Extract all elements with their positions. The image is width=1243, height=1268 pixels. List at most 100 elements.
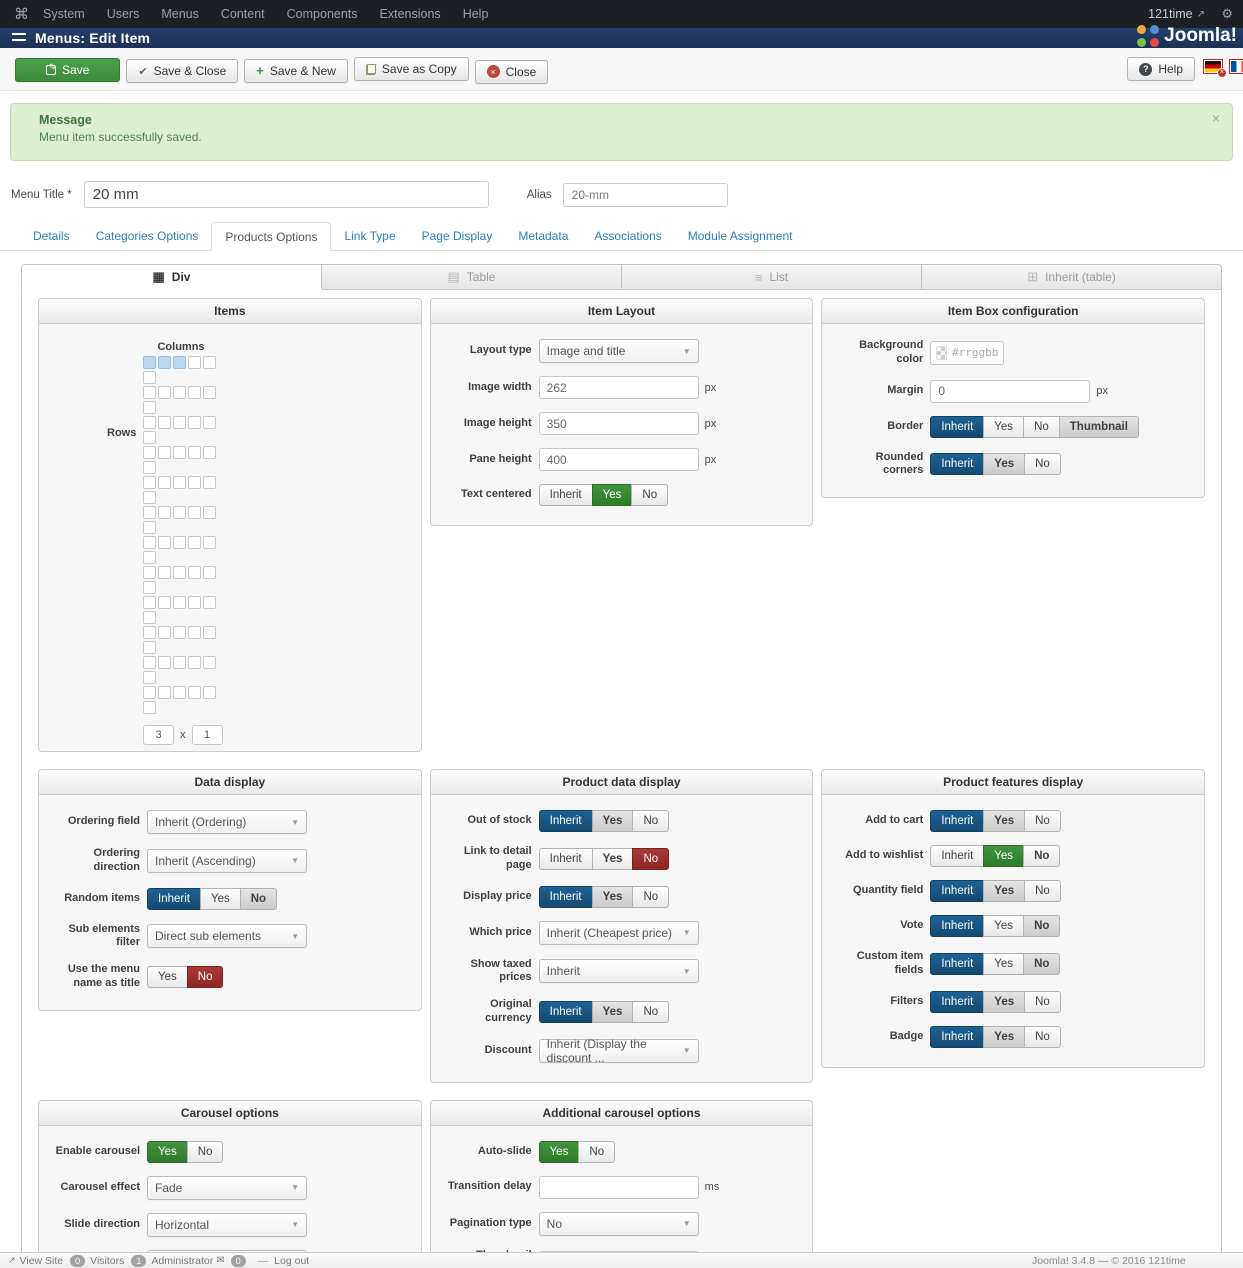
grid-cell[interactable] — [158, 686, 171, 699]
display-price-no-button[interactable]: No — [632, 885, 670, 908]
subtab-list[interactable]: ≡ List — [622, 264, 922, 290]
columns-count-input[interactable] — [143, 725, 174, 745]
grid-cell[interactable] — [158, 536, 171, 549]
random-items-inherit-button[interactable]: Inherit — [147, 887, 201, 910]
grid-cell[interactable] — [143, 356, 156, 369]
grid-cell[interactable] — [188, 656, 201, 669]
color-input-background-color[interactable]: #rrggbb — [930, 340, 1005, 365]
quantity-field-yes-button[interactable]: Yes — [983, 880, 1026, 902]
german-flag[interactable]: × — [1203, 59, 1227, 78]
nav-item-help[interactable]: Help — [462, 7, 489, 21]
grid-cell[interactable] — [143, 581, 156, 594]
alias-input[interactable] — [562, 182, 728, 207]
nav-item-users[interactable]: Users — [106, 7, 140, 21]
badge-no-button[interactable]: No — [1024, 1025, 1061, 1048]
custom-item-fields-yes-button[interactable]: Yes — [983, 952, 1025, 975]
grid-cell[interactable] — [173, 506, 186, 519]
filters-no-button[interactable]: No — [1024, 990, 1061, 1013]
gear-icon[interactable]: ⚙ — [1221, 6, 1233, 21]
grid-cell[interactable] — [143, 521, 156, 534]
grid-cell[interactable] — [203, 566, 216, 579]
grid-cell[interactable] — [203, 446, 216, 459]
nav-item-menus[interactable]: Menus — [161, 7, 199, 21]
grid-cell[interactable] — [188, 626, 201, 639]
grid-cell[interactable] — [188, 356, 201, 369]
original-currency-no-button[interactable]: No — [632, 1000, 670, 1023]
save-as-copy-button[interactable]: Save as Copy — [353, 57, 469, 81]
grid-cell[interactable] — [188, 686, 201, 699]
tab-page-display[interactable]: Page Display — [421, 229, 493, 243]
grid-cell[interactable] — [173, 626, 186, 639]
vote-no-button[interactable]: No — [1023, 915, 1061, 937]
nav-item-content[interactable]: Content — [220, 7, 265, 21]
save-button[interactable]: Save — [15, 57, 121, 82]
select-slide-direction[interactable]: Horizontal ▼ — [147, 1212, 307, 1237]
rounded-corners-no-button[interactable]: No — [1024, 453, 1061, 476]
grid-cell[interactable] — [158, 476, 171, 489]
rounded-corners-yes-button[interactable]: Yes — [983, 453, 1026, 476]
select-show-taxed-prices[interactable]: Inherit ▼ — [538, 959, 699, 984]
add-to-wishlist-yes-button[interactable]: Yes — [983, 845, 1025, 867]
add-to-wishlist-no-button[interactable]: No — [1023, 845, 1061, 867]
enable-carousel-yes-button[interactable]: Yes — [147, 1140, 188, 1163]
grid-cell[interactable] — [173, 566, 186, 579]
quantity-field-no-button[interactable]: No — [1024, 880, 1061, 902]
grid-cell[interactable] — [203, 596, 216, 609]
grid-cell[interactable] — [173, 446, 186, 459]
border-inherit-button[interactable]: Inherit — [930, 415, 985, 438]
filters-yes-button[interactable]: Yes — [983, 990, 1026, 1013]
grid-cell[interactable] — [158, 446, 171, 459]
nav-item-components[interactable]: Components — [286, 7, 358, 21]
grid-cell[interactable] — [173, 656, 186, 669]
tab-products-options[interactable]: Products Options — [211, 222, 332, 251]
grid-cell[interactable] — [188, 386, 201, 399]
grid-cell[interactable] — [143, 701, 156, 714]
grid-cell[interactable] — [143, 596, 156, 609]
grid-cell[interactable] — [143, 446, 156, 459]
link-to-detail-page-no-button[interactable]: No — [632, 847, 670, 870]
grid-cell[interactable] — [158, 386, 171, 399]
input-image-width[interactable] — [538, 376, 699, 399]
grid-cell[interactable] — [188, 596, 201, 609]
menu-title-input[interactable] — [83, 181, 489, 208]
auto-slide-no-button[interactable]: No — [578, 1140, 616, 1163]
grid-cell[interactable] — [143, 536, 156, 549]
custom-item-fields-no-button[interactable]: No — [1023, 952, 1061, 975]
grid-cell[interactable] — [158, 626, 171, 639]
select-discount[interactable]: Inherit (Display the discount ... ▼ — [538, 1037, 699, 1065]
grid-cell[interactable] — [143, 656, 156, 669]
border-no-button[interactable]: No — [1023, 415, 1060, 438]
grid-cell[interactable] — [143, 371, 156, 384]
random-items-yes-button[interactable]: Yes — [199, 887, 241, 910]
save-close-button[interactable]: ✔ Save & Close — [126, 59, 239, 83]
grid-cell[interactable] — [143, 566, 156, 579]
add-to-cart-inherit-button[interactable]: Inherit — [930, 810, 985, 832]
grid-cell[interactable] — [143, 686, 156, 699]
text-centered-inherit-button[interactable]: Inherit — [538, 484, 593, 506]
select-pagination-type[interactable]: No ▼ — [538, 1211, 699, 1236]
rows-count-input[interactable] — [191, 725, 223, 745]
add-to-wishlist-inherit-button[interactable]: Inherit — [930, 845, 985, 867]
grid-cell[interactable] — [143, 506, 156, 519]
grid-cell[interactable] — [143, 416, 156, 429]
grid-cell[interactable] — [143, 641, 156, 654]
grid-cell[interactable] — [203, 626, 216, 639]
grid-cell[interactable] — [203, 506, 216, 519]
select-ordering-direction[interactable]: Inherit (Ascending) ▼ — [147, 848, 307, 873]
add-to-cart-no-button[interactable]: No — [1024, 810, 1061, 832]
french-flag[interactable]: × — [1229, 59, 1243, 74]
input-pane-height[interactable] — [538, 448, 699, 471]
original-currency-inherit-button[interactable]: Inherit — [538, 1000, 593, 1023]
grid-cell[interactable] — [173, 386, 186, 399]
grid-cell[interactable] — [143, 476, 156, 489]
select-sub-elements-filter[interactable]: Direct sub elements ▼ — [147, 924, 307, 949]
border-yes-button[interactable]: Yes — [983, 415, 1025, 438]
grid-cell[interactable] — [203, 656, 216, 669]
grid-cell[interactable] — [173, 356, 186, 369]
grid-cell[interactable] — [158, 416, 171, 429]
grid-cell[interactable] — [143, 671, 156, 684]
grid-cell[interactable] — [203, 356, 216, 369]
close-icon[interactable]: × — [1211, 110, 1220, 126]
grid-cell[interactable] — [188, 566, 201, 579]
filters-inherit-button[interactable]: Inherit — [930, 990, 985, 1013]
